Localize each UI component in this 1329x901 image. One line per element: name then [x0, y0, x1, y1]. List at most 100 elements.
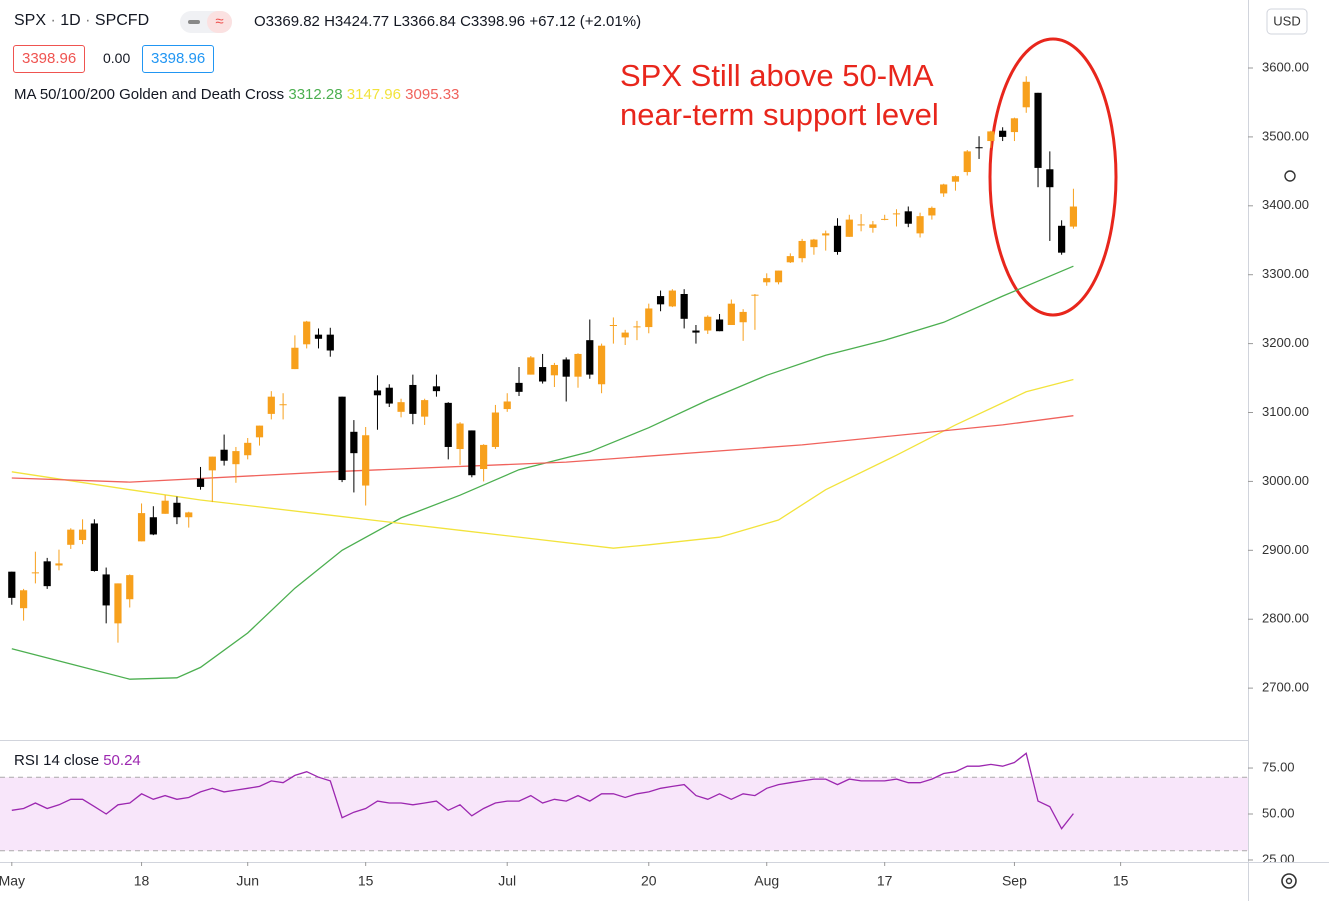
x-tick-label: May — [0, 873, 25, 889]
source: SPCFD — [94, 12, 150, 29]
candle-body — [763, 278, 771, 283]
candle-body — [586, 340, 594, 375]
candle-body — [220, 449, 228, 461]
candle-body — [208, 456, 216, 471]
candle-body — [114, 583, 122, 624]
candle-body — [303, 321, 311, 345]
x-tick-label: Sep — [1002, 873, 1027, 889]
candle-body — [751, 294, 759, 296]
candle-body — [350, 431, 358, 454]
y-tick-label: 25.00 — [1262, 851, 1295, 866]
candle-body — [421, 400, 429, 417]
candle-body — [314, 334, 323, 339]
sell-price[interactable]: 3398.96 — [13, 45, 86, 73]
candle-body — [185, 512, 193, 518]
buy-price[interactable]: 3398.96 — [142, 45, 215, 73]
candle-body — [539, 367, 547, 382]
candle-body — [609, 325, 617, 327]
candle-body — [645, 308, 653, 328]
toggle-pill[interactable]: ≈ — [180, 11, 232, 33]
rsi-value: 50.24 — [103, 752, 141, 769]
candle-body — [480, 444, 488, 470]
candle-body — [798, 240, 806, 259]
settings-gear[interactable] — [1281, 873, 1297, 889]
y-tick-label: 3500.00 — [1262, 128, 1309, 143]
candle-body — [444, 402, 452, 447]
candle-body — [149, 517, 157, 535]
candle-body — [244, 442, 252, 456]
candle-body — [822, 233, 830, 236]
candle-body — [810, 239, 818, 248]
candle-body — [19, 590, 28, 609]
axis-settings-icon[interactable] — [1284, 170, 1296, 182]
candle-body — [515, 382, 523, 392]
candle-body — [892, 213, 901, 215]
candle-body — [562, 359, 570, 377]
y-tick-label: 3400.00 — [1262, 197, 1309, 212]
candle-body — [173, 502, 181, 518]
high-value: 3424.77 — [334, 13, 390, 30]
close-value: 3398.96 — [470, 13, 526, 30]
close-label: C — [460, 13, 471, 30]
rsi-legend: RSI 14 close 50.24 — [14, 752, 141, 769]
candle-body — [1069, 206, 1078, 227]
rsi-band — [0, 777, 1248, 851]
candle-body — [196, 478, 205, 487]
ma100-value: 3147.96 — [346, 86, 401, 103]
candle-body — [527, 357, 535, 375]
y-tick-label: 2700.00 — [1262, 680, 1309, 695]
candle-body — [161, 500, 169, 514]
candle-body — [279, 404, 287, 406]
toggle-dash[interactable] — [188, 20, 200, 24]
gear-hub[interactable] — [1285, 877, 1293, 885]
candle-body — [704, 316, 712, 331]
candle-body — [409, 384, 417, 414]
y-tick-label: 3300.00 — [1262, 266, 1309, 281]
candle-body — [503, 401, 511, 410]
candle-body — [232, 451, 240, 465]
candle-body — [774, 270, 783, 283]
symbol[interactable]: SPX — [14, 12, 47, 29]
candle-body — [1058, 225, 1066, 253]
moving-average — [11, 265, 1074, 680]
candle-body — [338, 396, 346, 481]
candle-body — [90, 523, 98, 571]
y-tick-label: 3200.00 — [1262, 335, 1309, 350]
x-tick-label: 15 — [358, 873, 374, 889]
candle-body — [67, 529, 75, 545]
low-label: L — [393, 13, 402, 30]
annotation-line: SPX Still above 50-MA — [620, 58, 934, 93]
open-label: O — [254, 13, 266, 30]
y-tick-label: 3100.00 — [1262, 404, 1309, 419]
candle-body — [397, 402, 405, 412]
x-tick-label: Aug — [754, 873, 779, 889]
candle-body — [31, 572, 39, 574]
symbol-line: SPX · 1D · SPCFD — [14, 12, 150, 29]
candle-body — [869, 224, 877, 228]
currency-label[interactable]: USD — [1273, 13, 1300, 28]
toggle-wave[interactable]: ≈ — [207, 11, 232, 33]
pane-divider — [0, 740, 1248, 741]
y-tick-label: 3000.00 — [1262, 473, 1309, 488]
currency-button[interactable] — [1266, 8, 1308, 35]
gear-ring[interactable] — [1281, 873, 1297, 889]
candle-body — [456, 423, 464, 450]
ma200-value: 3095.33 — [405, 86, 460, 103]
candle-body — [1022, 81, 1030, 108]
time-axis-border — [0, 862, 1329, 863]
candle-body — [468, 430, 476, 476]
candle-body — [362, 435, 370, 486]
y-tick-label: 2800.00 — [1262, 611, 1309, 626]
candle-body — [1034, 92, 1042, 168]
moving-average — [11, 415, 1074, 483]
candle-body — [928, 207, 936, 216]
candle-body — [904, 211, 912, 224]
candle-body — [656, 296, 665, 305]
interval[interactable]: 1D — [60, 12, 81, 29]
candle-body — [43, 561, 51, 587]
candle-body — [668, 290, 676, 307]
candle-body — [692, 330, 700, 333]
indicator-legend: MA 50/100/200 Golden and Death Cross 331… — [14, 86, 459, 103]
candle-body — [940, 184, 948, 194]
